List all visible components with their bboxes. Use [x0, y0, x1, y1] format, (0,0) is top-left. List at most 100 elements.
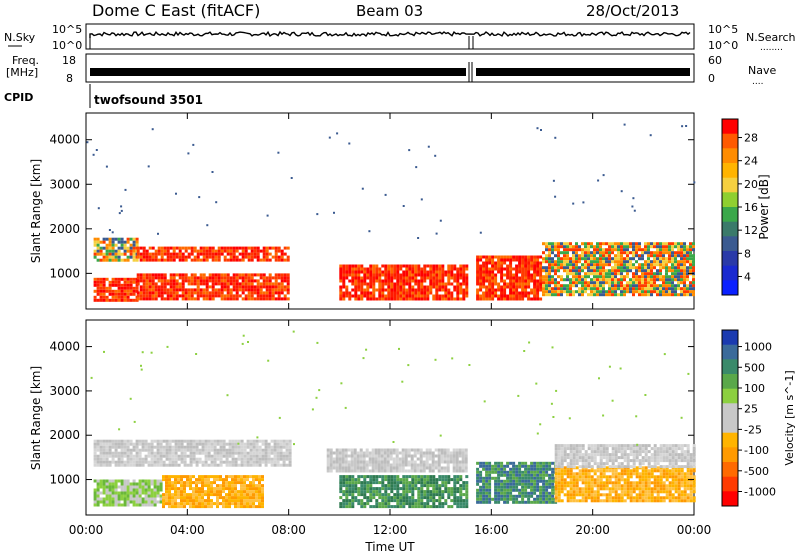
velocity-noise-point: [318, 389, 321, 392]
velocity-noise-point: [247, 341, 249, 343]
velocity-swatch: [722, 432, 738, 448]
power-noise-point: [408, 149, 411, 152]
velocity-swatch: [722, 447, 738, 463]
velocity-noise-point: [90, 376, 93, 379]
velocity-noise-point: [434, 358, 437, 361]
velocity-panel: 1000 2000 3000 4000 Slant Range [km]: [29, 319, 696, 516]
velocity-noise-point: [256, 436, 259, 439]
power-swatch: [722, 133, 738, 149]
velocity-noise-point: [551, 346, 554, 349]
power-noise-point: [631, 205, 634, 208]
velocity-noise-point: [401, 380, 404, 383]
power-noise-point: [582, 201, 585, 204]
velocity-noise-point: [311, 408, 314, 411]
power-noise-point: [108, 229, 111, 231]
power-colorbar: 28 24 20 16 12 8 4 Power [dB]: [721, 118, 771, 296]
velocity-cbar-tick-0: 1000: [744, 341, 772, 354]
power-noise-point: [187, 152, 190, 155]
time-tick-3: 12:00: [373, 523, 408, 537]
power-band-6: [542, 242, 695, 297]
velocity-noise-point: [611, 399, 614, 402]
freq-panel: Freq. [MHz] 18 8 60 0 Nave ....: [6, 53, 776, 87]
velocity-noise-point: [241, 342, 244, 345]
power-noise-point: [602, 174, 605, 177]
power-noise-point: [361, 187, 364, 190]
power-noise-point: [633, 209, 636, 212]
velocity-swatch: [722, 462, 738, 478]
power-noise-point: [552, 179, 555, 182]
power-noise-point: [427, 145, 430, 148]
power-cbar-tick-0: 28: [744, 132, 758, 145]
velocity-swatch: [722, 491, 738, 507]
velocity-noise-point: [118, 428, 121, 431]
velocity-swatch: [722, 388, 738, 404]
power-noise-point: [693, 181, 696, 184]
power-cbar-tick-4: 12: [744, 224, 758, 237]
velocity-ytick-2: 3000: [49, 384, 80, 398]
velocity-noise-point: [407, 364, 410, 367]
power-noise-point: [417, 237, 420, 239]
power-swatch: [722, 177, 738, 193]
velocity-band-7: [554, 444, 696, 469]
velocity-noise-point: [267, 359, 270, 362]
velocity-noise-point: [568, 417, 571, 420]
power-swatch: [722, 265, 738, 281]
power-noise-point: [623, 123, 626, 126]
velocity-noise-point: [344, 406, 347, 409]
power-noise-point: [554, 195, 557, 198]
freq-tick-bottom: 8: [66, 72, 73, 85]
power-ytick-0: 1000: [49, 266, 80, 280]
velocity-swatch: [722, 359, 738, 375]
power-noise-point: [420, 198, 423, 201]
cpid-value: twofsound 3501: [94, 93, 203, 107]
power-noise-point: [439, 219, 442, 222]
data-gap: [471, 114, 475, 308]
power-noise-point: [147, 165, 150, 168]
power-noise-point: [192, 143, 195, 146]
velocity-cbar-tick-4: -25: [744, 423, 762, 436]
velocity-colorbar: 1000 500 100 25 -25 -100 -500 -1000 Velocity [m…: [721, 329, 796, 507]
velocity-noise-point: [362, 357, 365, 360]
velocity-cbar-tick-7: -1000: [744, 486, 776, 499]
velocity-cbar-tick-3: 25: [744, 403, 758, 416]
velocity-noise-point: [451, 357, 454, 360]
velocity-noise-point: [536, 432, 539, 435]
power-noise-point: [206, 224, 209, 227]
power-noise-point: [105, 165, 108, 168]
nave-tick-bottom: 0: [708, 72, 715, 85]
velocity-noise-point: [292, 330, 295, 333]
velocity-noise-point: [226, 394, 229, 397]
power-noise-point: [597, 179, 600, 182]
power-swatch: [722, 280, 738, 296]
power-noise-point: [536, 127, 539, 130]
power-noise-point: [333, 211, 335, 214]
power-noise-point: [368, 230, 371, 233]
velocity-noise-point: [680, 416, 683, 419]
power-band-3: [136, 273, 290, 301]
velocity-cbar-tick-5: -100: [744, 444, 769, 457]
velocity-noise-point: [636, 443, 639, 446]
velocity-colorbar-label: Velocity [m s^-1]: [783, 370, 796, 465]
cpid-label: CPID: [4, 91, 33, 104]
velocity-noise-point: [166, 345, 169, 348]
power-noise-point: [540, 129, 542, 131]
power-panel: 1000 2000 3000 4000 Slant Range [km]: [29, 112, 696, 310]
power-ytick-1: 2000: [49, 222, 80, 236]
power-noise-point: [328, 136, 331, 139]
velocity-noise-point: [278, 416, 281, 419]
power-cbar-tick-2: 20: [744, 178, 758, 191]
velocity-noise-point: [535, 382, 538, 385]
velocity-band-2: [162, 475, 264, 509]
power-swatch: [722, 251, 738, 267]
power-noise-point: [348, 142, 351, 145]
power-noise-point: [402, 205, 405, 207]
power-swatch: [722, 192, 738, 208]
date-label: 28/Oct/2013: [586, 2, 679, 20]
velocity-noise-point: [293, 443, 295, 446]
power-swatch: [722, 236, 738, 252]
power-noise-point: [266, 214, 269, 217]
nsearch-tick-top: 10^5: [708, 23, 738, 36]
velocity-noise-point: [644, 394, 647, 396]
power-noise-point: [124, 188, 127, 191]
